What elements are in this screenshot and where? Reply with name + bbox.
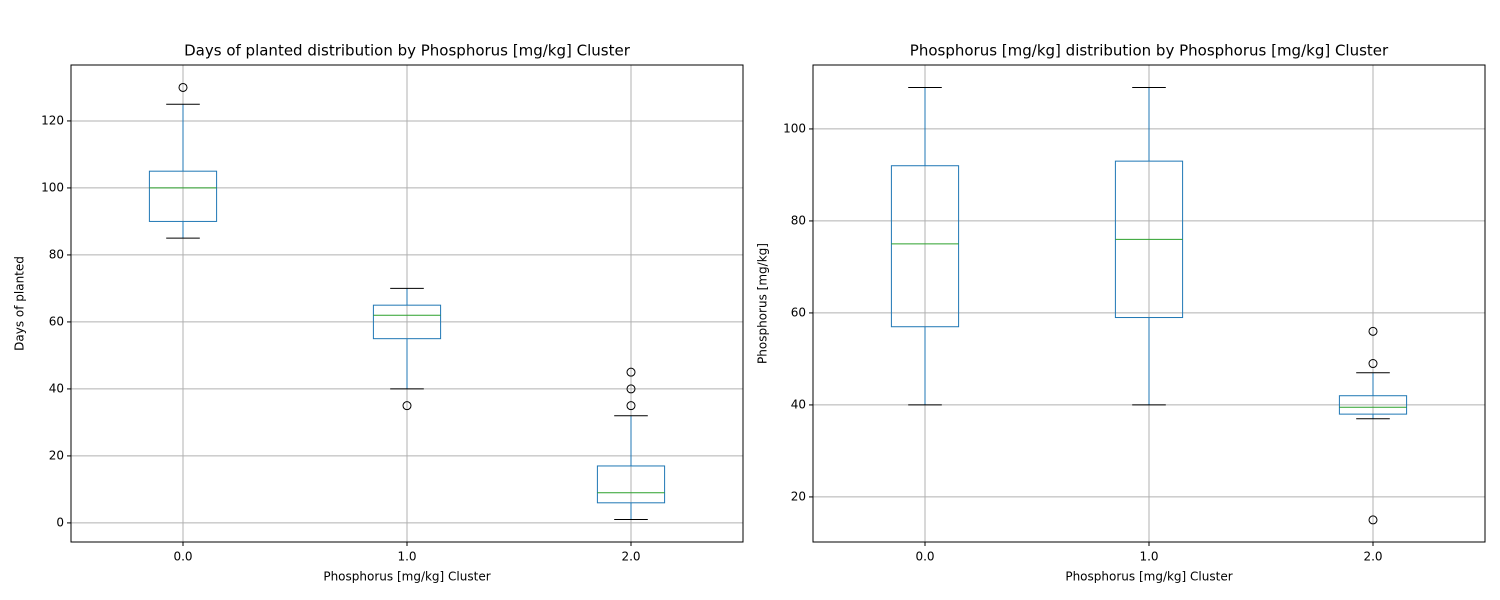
y-tick-label: 0 (56, 515, 64, 529)
x-tick-label: 2.0 (621, 550, 640, 564)
box (596, 465, 666, 504)
flier (178, 82, 188, 92)
chart-title: Phosphorus [mg/kg] distribution by Phosp… (910, 42, 1389, 60)
box (890, 165, 960, 328)
x-tick-label: 2.0 (1363, 550, 1382, 564)
flier (1368, 515, 1378, 525)
y-tick-label: 80 (791, 213, 806, 227)
axes-frame (70, 64, 744, 543)
y-axis-label: Days of planted (13, 256, 27, 351)
x-axis-label: Phosphorus [mg/kg] Cluster (1065, 570, 1232, 584)
y-axis-label: Phosphorus [mg/kg] (756, 243, 770, 364)
axes-frame (812, 64, 1486, 543)
chart-title: Days of planted distribution by Phosphor… (184, 42, 631, 60)
y-tick-label: 80 (49, 247, 64, 261)
y-tick-label: 100 (783, 121, 806, 135)
y-tick-label: 60 (49, 314, 64, 328)
box (372, 304, 442, 340)
flier (626, 384, 636, 394)
box (1338, 395, 1408, 415)
y-tick-label: 120 (41, 113, 64, 127)
y-tick-label: 20 (791, 489, 806, 503)
flier (626, 367, 636, 377)
box (148, 170, 218, 222)
y-tick-label: 40 (791, 397, 806, 411)
x-tick-label: 1.0 (1139, 550, 1158, 564)
x-tick-label: 0.0 (915, 550, 934, 564)
x-axis-label: Phosphorus [mg/kg] Cluster (323, 570, 490, 584)
flier (626, 401, 636, 411)
y-tick-label: 40 (49, 381, 64, 395)
y-tick-label: 20 (49, 448, 64, 462)
y-tick-label: 100 (41, 180, 64, 194)
x-tick-label: 1.0 (397, 550, 416, 564)
x-tick-label: 0.0 (173, 550, 192, 564)
flier (1368, 326, 1378, 336)
flier (402, 401, 412, 411)
flier (1368, 359, 1378, 369)
y-tick-label: 60 (791, 305, 806, 319)
